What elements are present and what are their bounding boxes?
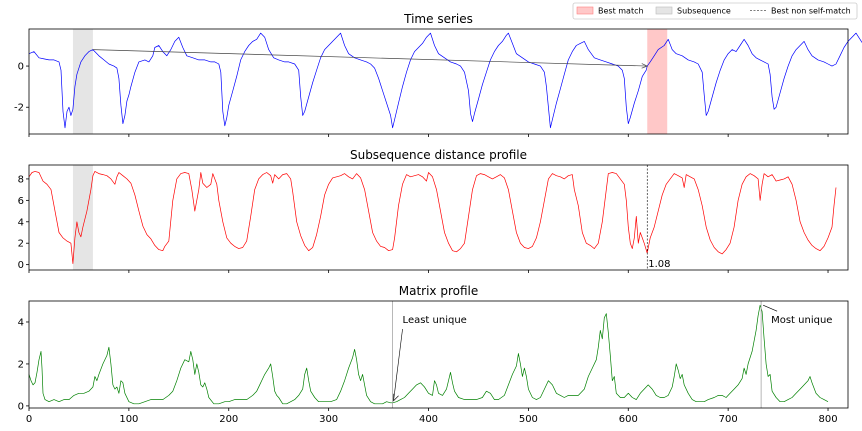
x-tick-label: 400: [419, 414, 438, 425]
least-unique-label: Least unique: [403, 315, 467, 326]
y-tick-label: 8: [18, 174, 24, 185]
distance-profile-panel: 1.08 Subsequence distance profile 0 2 4 6 8: [18, 148, 849, 273]
panel-title: Time series: [403, 12, 473, 26]
legend-label: Best match: [598, 7, 644, 16]
best-non-self-match-arrowhead: [641, 63, 649, 69]
panel-title: Matrix profile: [399, 284, 479, 298]
plot-frame: [28, 164, 849, 271]
x-tick-label: 0: [26, 414, 32, 425]
best-match-shade: [647, 29, 668, 134]
y-tick-label: 2: [18, 359, 24, 370]
plot-frame: [28, 28, 849, 135]
series-line: [28, 32, 862, 129]
panel-title: Subsequence distance profile: [350, 148, 527, 162]
y-tick-label: 2: [18, 239, 24, 250]
y-tick-label: 4: [18, 317, 24, 328]
series-line: [28, 171, 837, 264]
x-tick-label: 800: [818, 414, 837, 425]
matrix-profile-panel: Least unique Most unique Matrix profile 0 2 4…: [18, 284, 849, 425]
x-tick-label: 500: [519, 414, 538, 425]
y-tick-label: 0: [18, 62, 24, 73]
most-unique-arrow: [762, 304, 778, 312]
legend-swatch: [655, 6, 673, 15]
legend-box: [572, 2, 858, 20]
subsequence-shade: [72, 29, 93, 134]
best-non-self-match-arrow: [92, 49, 648, 67]
legend-label: Subsequence: [677, 7, 731, 16]
x-tick-label: 200: [219, 414, 238, 425]
x-tick-label: 600: [619, 414, 638, 425]
least-unique-arrow: [393, 328, 403, 401]
y-tick-label: 0: [18, 401, 24, 412]
time-series-panel: Time series -2 0: [14, 12, 862, 137]
y-tick-label: 6: [18, 196, 24, 207]
y-tick-label: 4: [18, 217, 24, 228]
legend-label: Best non self-match: [771, 7, 851, 16]
min-value-label: 1.08: [648, 259, 670, 270]
x-tick-label: 700: [719, 414, 738, 425]
legend-swatch: [576, 6, 594, 15]
least-unique-arrowhead: [393, 393, 399, 402]
x-tick-label: 300: [319, 414, 338, 425]
y-tick-label: -2: [14, 103, 24, 114]
legend: Best match Subsequence Best non self-match: [572, 2, 858, 20]
y-tick-label: 0: [18, 260, 24, 271]
most-unique-label: Most unique: [771, 315, 832, 326]
subsequence-shade: [72, 165, 93, 270]
plot-frame: [28, 300, 849, 409]
series-line: [28, 304, 829, 405]
x-tick-label: 100: [119, 414, 138, 425]
